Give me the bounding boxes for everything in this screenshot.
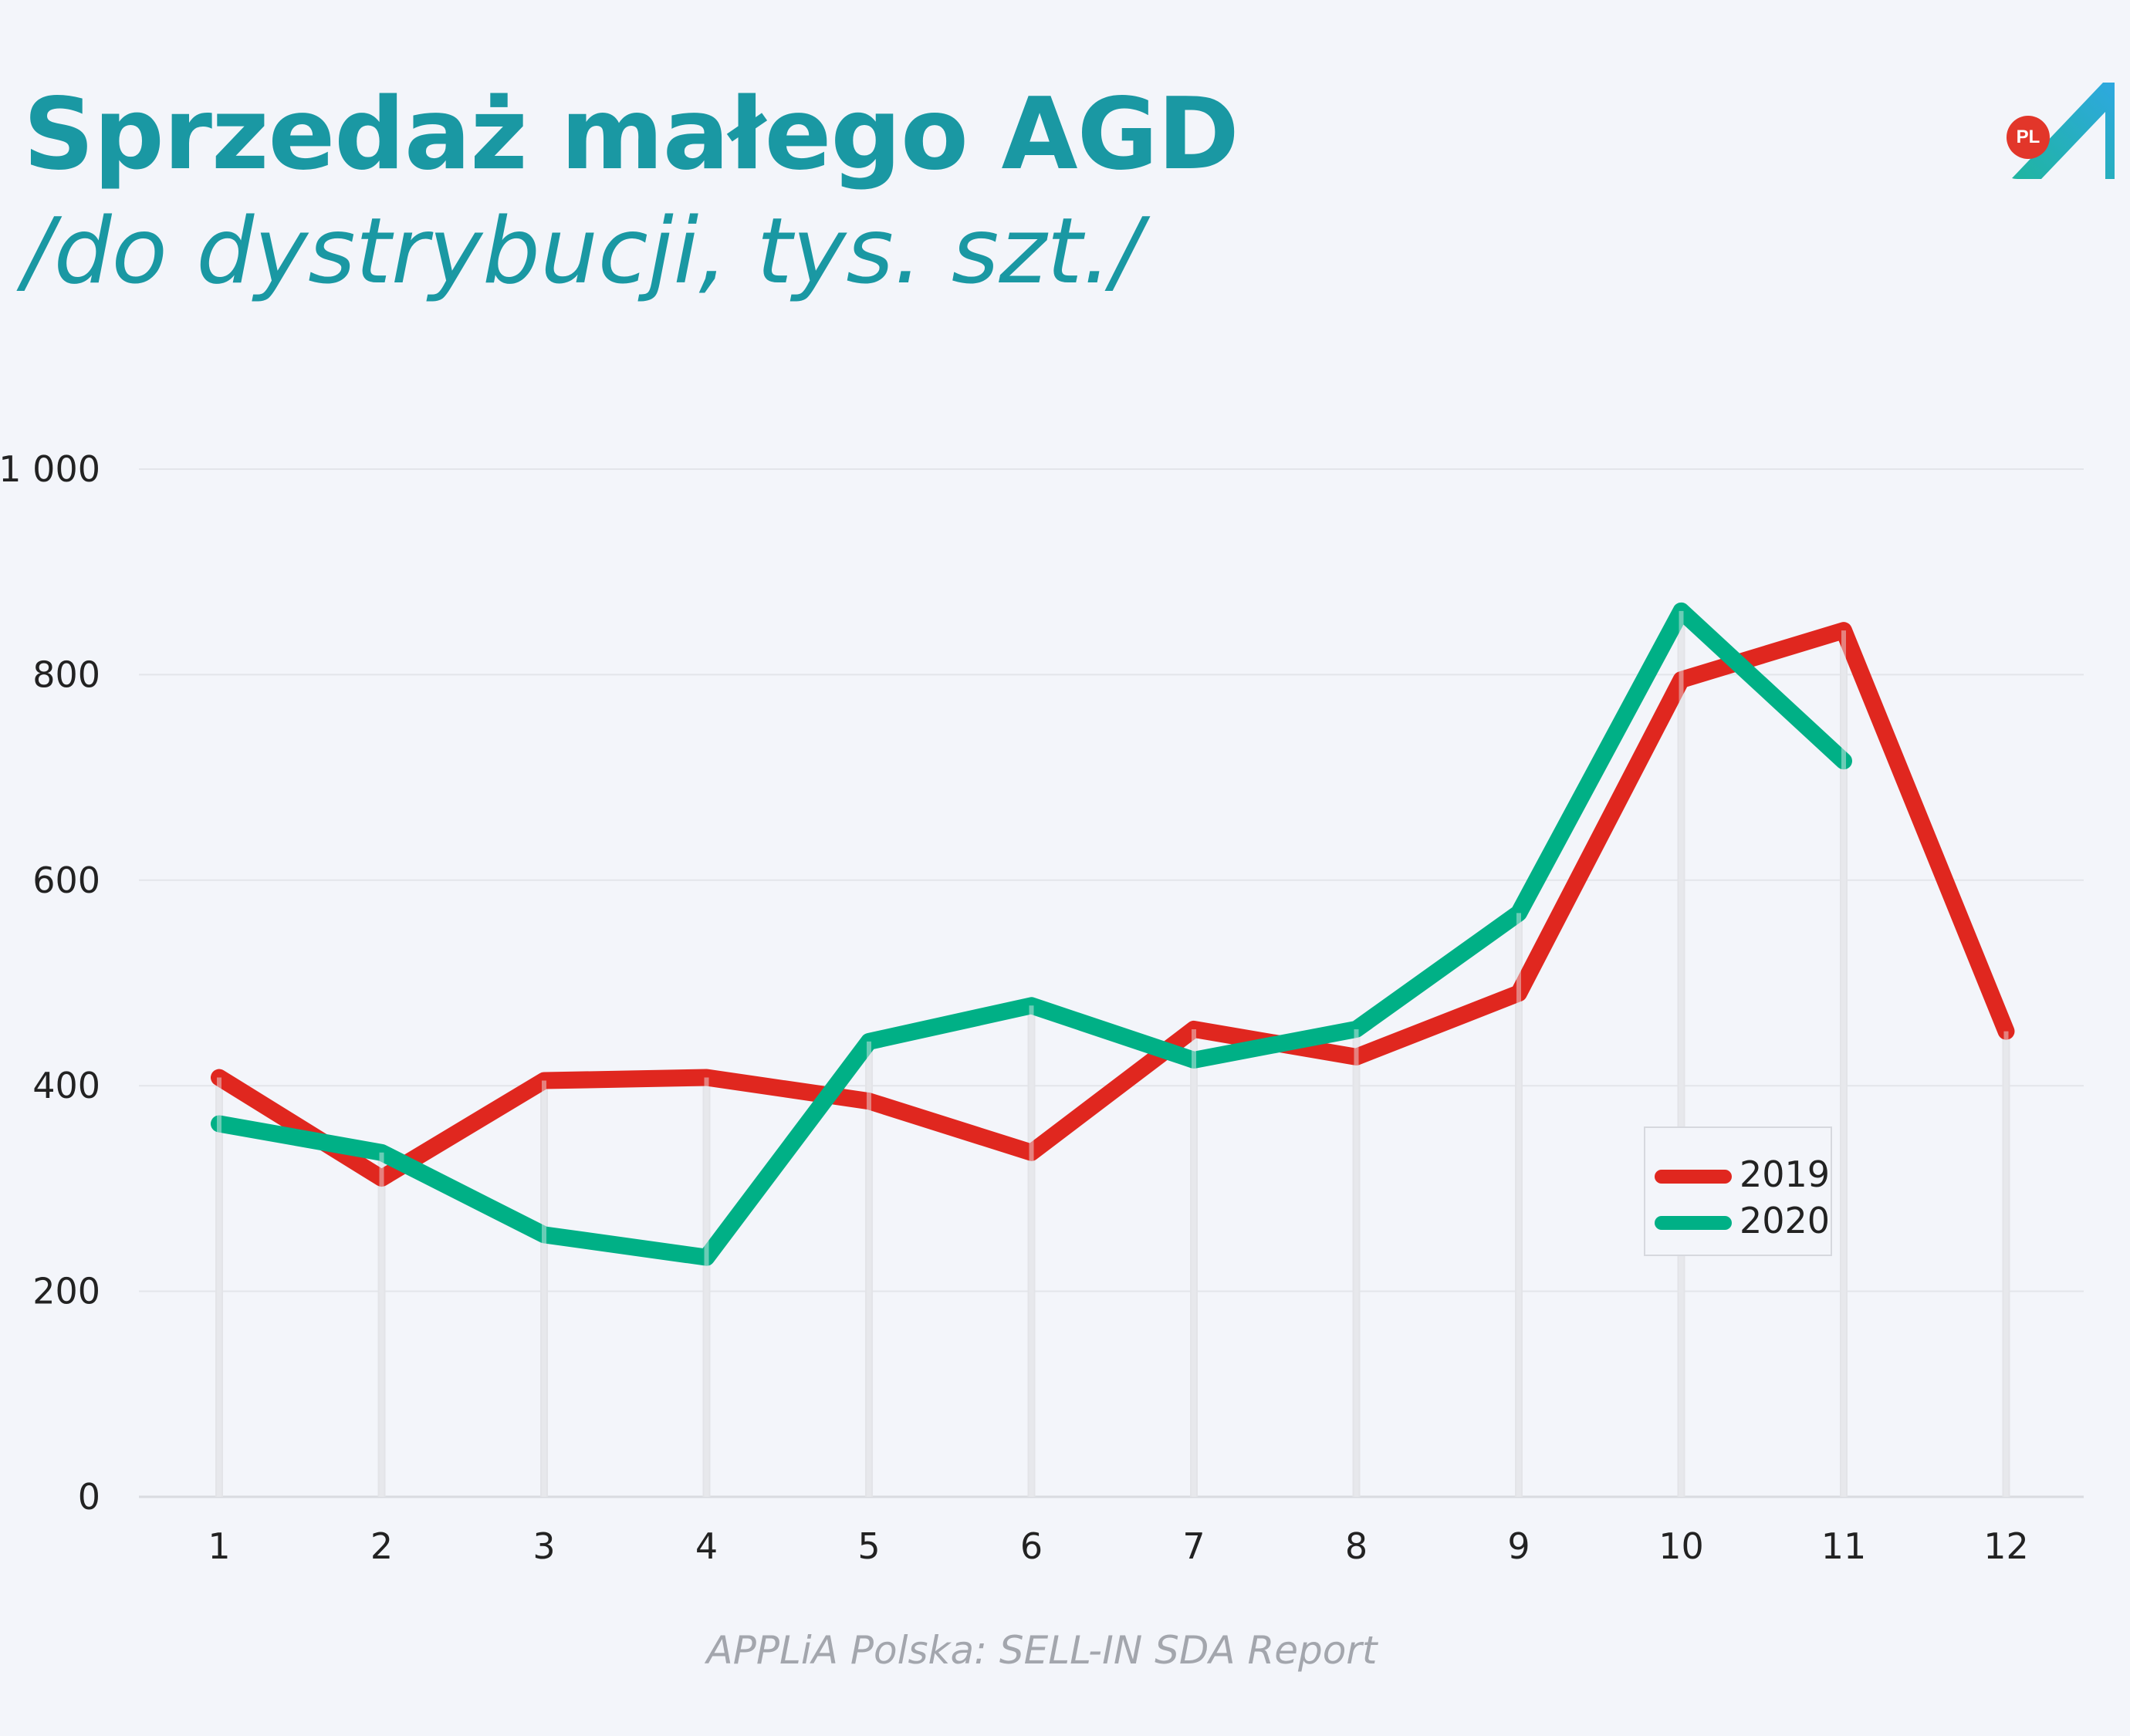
x-tick-label: 7 [1182, 1525, 1205, 1567]
data-point-2019 [1193, 1028, 1195, 1030]
y-tick-label: 200 [32, 1271, 100, 1312]
data-point-2020 [1680, 610, 1682, 612]
x-tick-label: 6 [1020, 1525, 1043, 1567]
data-point-2019 [868, 1100, 870, 1103]
y-tick-label: 600 [32, 860, 100, 901]
legend-item-2020: 2020 [1655, 1197, 1832, 1244]
legend-swatch-2019 [1655, 1170, 1732, 1184]
x-tick-label: 4 [695, 1525, 718, 1567]
x-tick-label: 1 [208, 1525, 230, 1567]
data-point-2020 [1355, 1028, 1357, 1030]
data-point-2019 [1518, 992, 1520, 995]
legend-item-2019: 2019 [1655, 1151, 1832, 1197]
data-point-2019 [1843, 630, 1844, 632]
y-tick-label: 400 [32, 1065, 100, 1106]
x-tick-label: 8 [1345, 1525, 1368, 1567]
data-point-2020 [705, 1256, 708, 1258]
data-point-2020 [543, 1234, 545, 1236]
data-point-2019 [543, 1079, 545, 1082]
x-tick-label: 11 [1821, 1525, 1867, 1567]
data-point-2019 [1680, 679, 1682, 681]
x-tick-label: 9 [1507, 1525, 1530, 1567]
data-point-2019 [218, 1076, 220, 1079]
chart-subtitle: /do dystrybucji, tys. szt./ [23, 198, 1142, 304]
chart-title: Sprzedaż małego AGD [23, 77, 1239, 192]
x-tick-label: 12 [1983, 1525, 2029, 1567]
applia-logo: PL [1999, 73, 2122, 189]
legend-label-2020: 2020 [1740, 1200, 1831, 1241]
data-point-2020 [1843, 760, 1844, 762]
x-tick-label: 5 [857, 1525, 880, 1567]
data-point-2020 [1030, 1005, 1033, 1007]
data-point-2019 [705, 1076, 708, 1079]
x-tick-label: 3 [532, 1525, 555, 1567]
logo-badge: PL [2007, 116, 2050, 159]
data-point-2020 [218, 1123, 220, 1125]
data-point-2020 [380, 1151, 383, 1153]
data-point-2019 [1030, 1151, 1033, 1153]
source-note: APPLiA Polska: SELL-IN SDA Report [706, 1628, 1378, 1673]
legend-label-2019: 2019 [1740, 1153, 1831, 1195]
data-point-2019 [380, 1177, 383, 1180]
x-tick-label: 10 [1658, 1525, 1704, 1567]
data-point-2020 [1193, 1059, 1195, 1061]
data-point-2020 [868, 1040, 870, 1042]
y-tick-label: 0 [78, 1476, 100, 1518]
data-point-2020 [1518, 912, 1520, 914]
data-point-2019 [2005, 1030, 2007, 1032]
series-line-2019 [211, 622, 2015, 1187]
chart-legend: 2019 2020 [1644, 1126, 1832, 1256]
y-tick-label: 1 000 [0, 448, 100, 490]
y-tick-label: 800 [32, 654, 100, 695]
legend-swatch-2020 [1655, 1216, 1732, 1230]
x-tick-label: 2 [370, 1525, 393, 1567]
data-point-2019 [1355, 1055, 1357, 1058]
